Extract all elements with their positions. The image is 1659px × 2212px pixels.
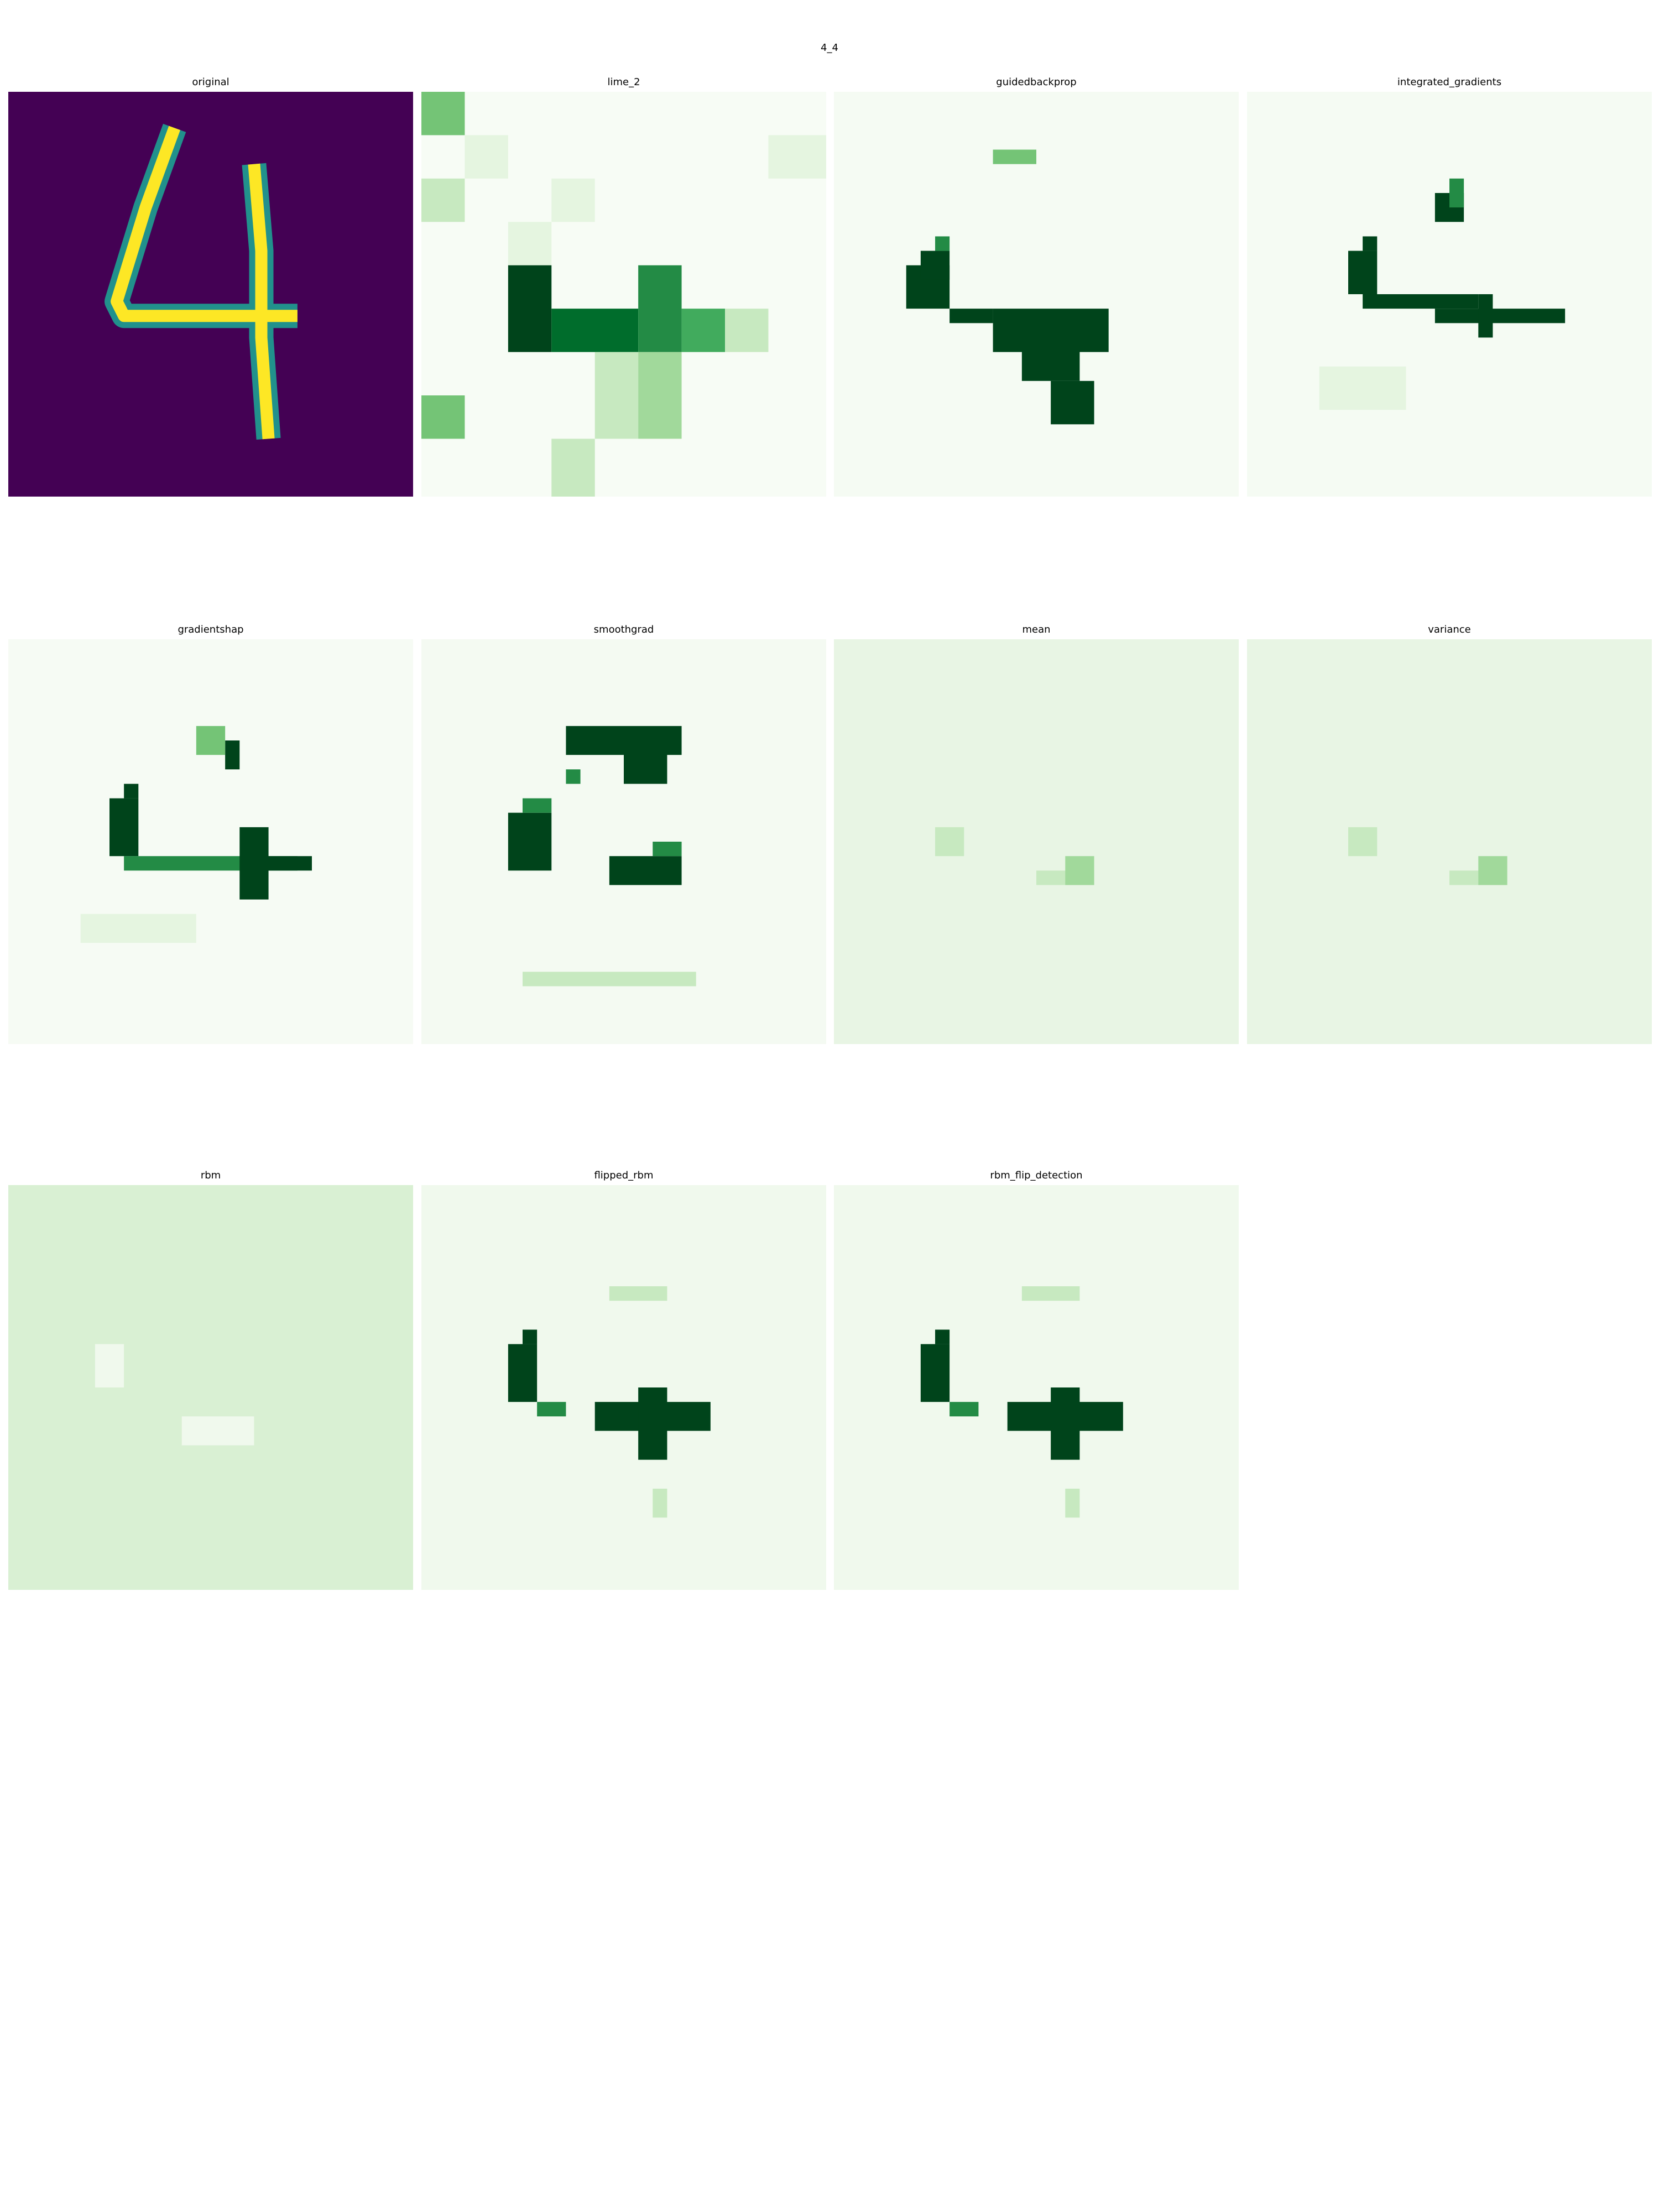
heat-region xyxy=(196,726,226,755)
heat-region xyxy=(181,1416,254,1446)
panel xyxy=(8,639,413,1044)
heat-region xyxy=(551,439,595,497)
heat-region xyxy=(1065,856,1094,885)
heat-region xyxy=(681,309,725,352)
figure-title: 4_4 xyxy=(821,42,838,54)
heat-region xyxy=(421,395,465,439)
heat-region xyxy=(421,92,465,135)
heat-region xyxy=(254,856,312,871)
heat-region xyxy=(1051,1387,1080,1460)
heat-region xyxy=(1363,236,1378,251)
heat-region xyxy=(1363,294,1479,309)
panel xyxy=(421,92,826,497)
panel-image xyxy=(8,1185,413,1590)
heat-region xyxy=(609,856,682,885)
heat-region xyxy=(465,135,508,179)
panel xyxy=(834,92,1239,497)
heat-region xyxy=(523,1329,538,1344)
heat-region xyxy=(653,842,682,857)
panel-image xyxy=(421,1185,826,1590)
heat-region xyxy=(1434,309,1566,324)
heat-region xyxy=(1051,380,1094,425)
heat-region xyxy=(1449,178,1464,208)
heat-region xyxy=(920,1344,950,1402)
heat-region xyxy=(1319,366,1406,410)
heat-region xyxy=(80,914,196,943)
panel-title: rbm_flip_detection xyxy=(990,1170,1082,1181)
heat-region xyxy=(624,740,667,784)
panel xyxy=(8,1185,413,1590)
heat-region xyxy=(551,309,639,352)
panel xyxy=(8,92,413,497)
heat-region xyxy=(508,222,552,265)
panel xyxy=(1247,92,1652,497)
heat-region xyxy=(935,236,950,251)
heat-region xyxy=(1348,251,1378,294)
heat-region xyxy=(508,265,552,352)
panel-title: original xyxy=(192,76,229,88)
panel xyxy=(1247,639,1652,1044)
heat-region xyxy=(935,1329,950,1344)
digit-stroke xyxy=(111,126,298,322)
heat-region xyxy=(1065,1489,1080,1518)
heat-region xyxy=(950,309,993,324)
heat-region xyxy=(653,1489,667,1518)
heat-region xyxy=(523,972,696,987)
heat-region xyxy=(1478,856,1507,885)
panel xyxy=(834,639,1239,1044)
heat-region xyxy=(950,1402,979,1417)
heat-region xyxy=(95,1344,124,1387)
heat-region xyxy=(594,352,639,439)
panel-title: variance xyxy=(1428,624,1471,635)
heat-region xyxy=(551,178,595,222)
panel-title: integrated_gradients xyxy=(1397,76,1501,88)
panel xyxy=(834,1185,1239,1590)
panel xyxy=(421,1185,826,1590)
heat-region xyxy=(124,784,139,799)
panel-image xyxy=(834,1185,1239,1590)
heat-region xyxy=(993,149,1036,164)
heat-region xyxy=(508,812,552,871)
heat-region xyxy=(935,827,964,857)
heat-region xyxy=(523,798,552,813)
heat-region xyxy=(508,1344,538,1402)
panel-image xyxy=(8,92,413,497)
heat-region xyxy=(566,769,581,784)
panel-image xyxy=(1247,639,1652,1044)
heat-region xyxy=(638,352,682,439)
heat-region xyxy=(1021,337,1080,381)
heat-region xyxy=(725,309,769,352)
panel-title: guidedbackprop xyxy=(996,76,1076,88)
panel-title: rbm xyxy=(201,1170,221,1181)
heat-region xyxy=(537,1402,566,1417)
heat-region xyxy=(109,798,139,857)
panel-image xyxy=(8,639,413,1044)
heat-region xyxy=(768,135,826,179)
panel-title: smoothgrad xyxy=(594,624,654,635)
panel-title: mean xyxy=(1022,624,1050,635)
heat-region xyxy=(1021,1286,1080,1301)
heat-region xyxy=(1478,294,1493,338)
digit-stroke xyxy=(248,163,275,440)
panel-title: lime_2 xyxy=(607,76,640,88)
heat-region xyxy=(920,251,950,280)
heat-region xyxy=(1348,827,1378,857)
heat-region xyxy=(638,1387,667,1460)
panel-title: flipped_rbm xyxy=(594,1170,653,1181)
heat-region xyxy=(609,1286,667,1301)
panel-image xyxy=(834,639,1239,1044)
panel-title: gradientshap xyxy=(178,624,243,635)
heat-region xyxy=(225,740,240,770)
heat-region xyxy=(421,178,465,222)
heat-region xyxy=(638,265,682,352)
panel xyxy=(421,639,826,1044)
